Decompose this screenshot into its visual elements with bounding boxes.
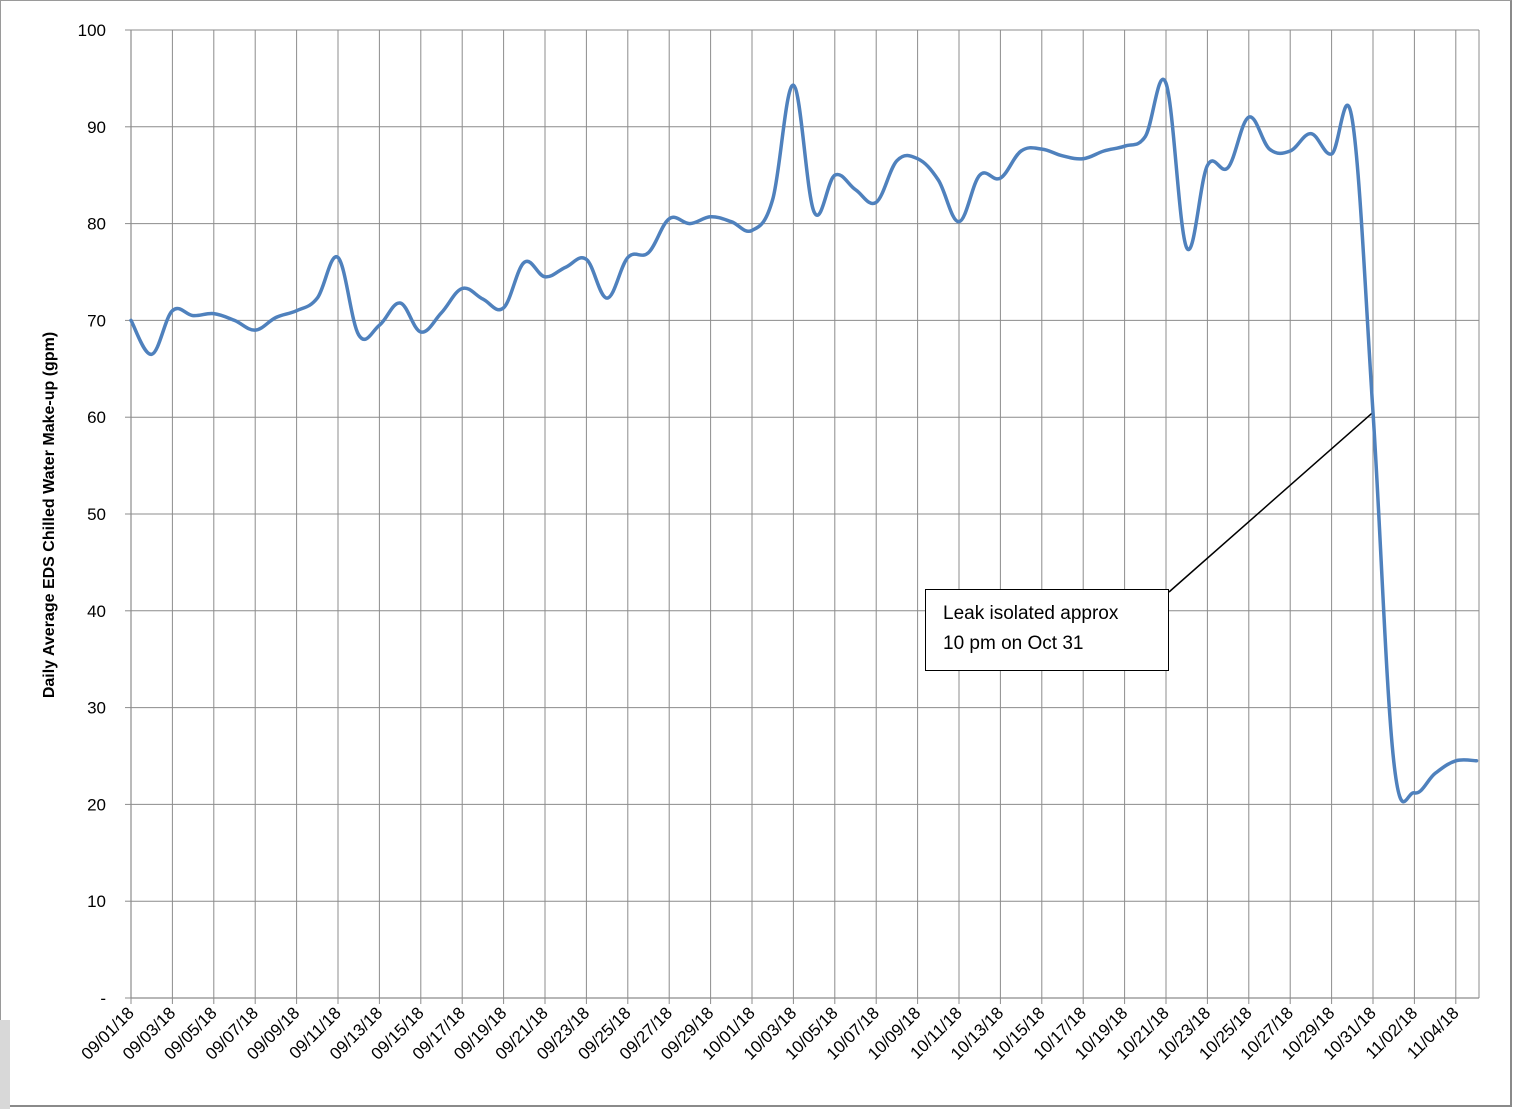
y-tick-label: 70 [87,311,106,330]
y-tick-label: 30 [87,699,106,718]
annotation-line-1: Leak isolated approx [943,603,1119,624]
y-tick-label: 40 [87,602,106,621]
y-tick-label: 80 [87,215,106,234]
y-tick-label: 100 [78,21,106,40]
y-tick-label: 20 [87,795,106,814]
annotation-line-2: 10 pm on Oct 31 [943,633,1084,654]
y-tick-label: - [100,989,106,1008]
window-edge [0,1020,10,1109]
axes [125,29,1479,1004]
grid-lines [130,29,1480,998]
annotation-callout: Leak isolated approx 10 pm on Oct 31 [925,589,1169,671]
y-tick-label: 60 [87,408,106,427]
y-tick-label: 90 [87,118,106,137]
y-tick-labels: - 10 20 30 40 50 60 70 80 90 100 [78,21,106,1008]
series-line [129,77,1479,804]
x-tick-labels: 09/01/1809/03/1809/05/1809/07/1809/09/18… [78,1003,1463,1063]
y-tick-label: 10 [87,892,106,911]
annotation-leader-line [1168,411,1374,593]
y-tick-label: 50 [87,505,106,524]
y-axis-label: Daily Average EDS Chilled Water Make-up … [41,332,58,698]
